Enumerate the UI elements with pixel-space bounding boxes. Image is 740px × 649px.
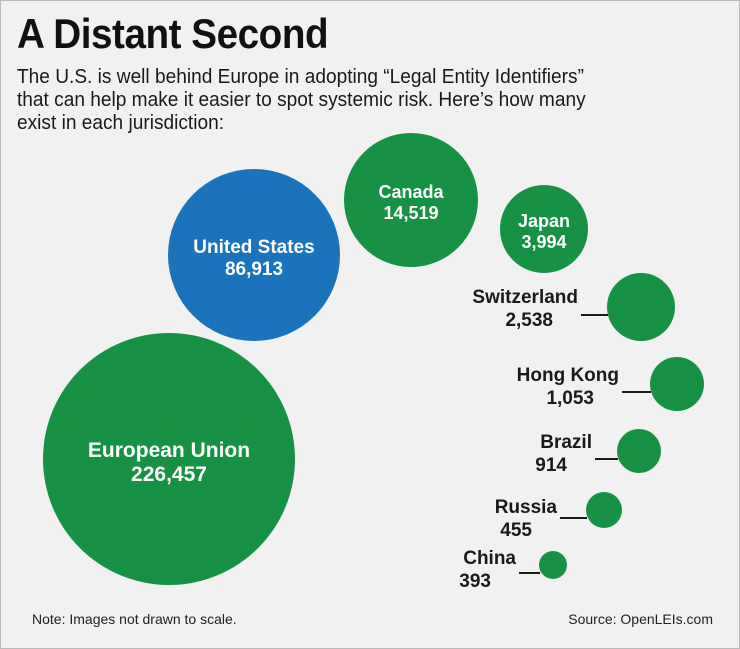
bubble-value-european-union: 226,457 — [131, 463, 207, 486]
bubble-european-union — [43, 333, 295, 585]
source-credit: Source: OpenLEIs.com — [568, 611, 713, 627]
bubble-name-canada: Canada — [378, 182, 444, 202]
bubble-value-united-states: 86,913 — [225, 259, 283, 280]
bubble-switzerland — [607, 273, 675, 341]
bubble-value-switzerland: 2,538 — [505, 310, 553, 331]
bubble-name-hong-kong: Hong Kong — [517, 365, 619, 386]
bubble-value-brazil: 914 — [535, 455, 567, 476]
bubble-value-russia: 455 — [500, 520, 532, 541]
bubble-hong-kong — [650, 357, 704, 411]
bubble-name-european-union: European Union — [88, 439, 250, 462]
bubble-brazil — [617, 429, 661, 473]
footnote: Note: Images not drawn to scale. — [32, 611, 237, 627]
bubble-value-hong-kong: 1,053 — [546, 388, 594, 409]
bubble-value-china: 393 — [459, 571, 491, 592]
bubble-name-russia: Russia — [495, 497, 558, 518]
subtitle-line-2: that can help make it easier to spot sys… — [17, 89, 586, 111]
chart-subtitle: The U.S. is well behind Europe in adopti… — [17, 66, 724, 135]
bubble-name-brazil: Brazil — [540, 432, 592, 453]
bubble-name-china: China — [463, 548, 516, 569]
bubble-value-canada: 14,519 — [383, 203, 438, 223]
bubble-canada — [344, 133, 478, 267]
bubble-name-japan: Japan — [518, 211, 570, 231]
bubble-china — [539, 551, 567, 579]
bubble-united-states — [168, 169, 340, 341]
bubble-name-united-states: United States — [193, 237, 314, 258]
subtitle-line-3: exist in each jurisdiction: — [17, 112, 225, 134]
subtitle-line-1: The U.S. is well behind Europe in adopti… — [17, 66, 584, 88]
bubble-russia — [586, 492, 622, 528]
bubble-name-switzerland: Switzerland — [472, 287, 578, 308]
chart-title: A Distant Second — [17, 10, 329, 57]
bubble-value-japan: 3,994 — [521, 232, 566, 252]
bubble-japan — [500, 185, 588, 273]
